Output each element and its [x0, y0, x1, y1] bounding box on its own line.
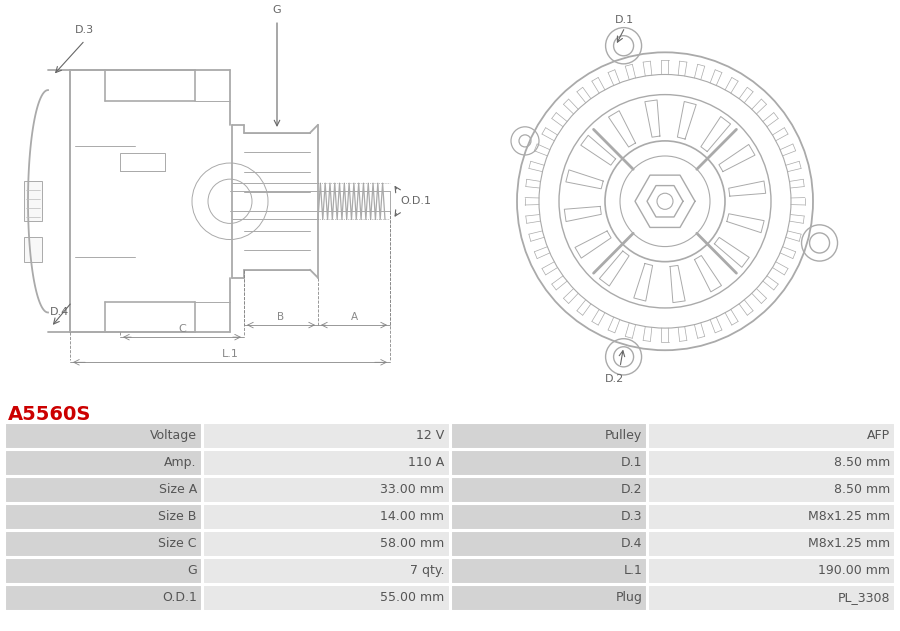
- Text: Amp.: Amp.: [165, 456, 197, 469]
- Bar: [5, 423, 202, 449]
- Bar: [451, 504, 647, 530]
- Bar: [648, 450, 895, 476]
- Bar: [5, 477, 202, 503]
- Text: A: A: [350, 312, 357, 322]
- Text: 8.50 mm: 8.50 mm: [833, 483, 890, 497]
- Text: D.2: D.2: [621, 483, 643, 497]
- Bar: [5, 585, 202, 611]
- Bar: [648, 477, 895, 503]
- Bar: [451, 558, 647, 584]
- Text: A5560S: A5560S: [8, 405, 92, 424]
- Text: 33.00 mm: 33.00 mm: [381, 483, 445, 497]
- Bar: [202, 423, 449, 449]
- Bar: [451, 477, 647, 503]
- Text: Plug: Plug: [616, 591, 643, 604]
- Text: G: G: [273, 5, 282, 15]
- Bar: [648, 558, 895, 584]
- Text: M8x1.25 mm: M8x1.25 mm: [808, 538, 890, 550]
- Text: 14.00 mm: 14.00 mm: [381, 510, 445, 524]
- Bar: [120, 153, 165, 171]
- Text: 12 V: 12 V: [416, 430, 445, 442]
- Bar: [202, 558, 449, 584]
- Text: 58.00 mm: 58.00 mm: [380, 538, 445, 550]
- Text: D.3: D.3: [621, 510, 643, 524]
- Text: Voltage: Voltage: [149, 430, 197, 442]
- Bar: [5, 531, 202, 557]
- Text: D.1: D.1: [621, 456, 643, 469]
- Text: C: C: [178, 324, 186, 334]
- Text: G: G: [187, 565, 197, 577]
- Bar: [24, 237, 42, 262]
- Text: D.1: D.1: [615, 15, 634, 25]
- Text: D.3: D.3: [75, 25, 94, 35]
- Text: Size B: Size B: [158, 510, 197, 524]
- Text: D.4: D.4: [621, 538, 643, 550]
- Bar: [648, 585, 895, 611]
- Bar: [648, 423, 895, 449]
- Bar: [451, 585, 647, 611]
- Text: B: B: [277, 312, 284, 322]
- Text: 7 qty.: 7 qty.: [410, 565, 445, 577]
- Text: Size A: Size A: [158, 483, 197, 497]
- Text: Pulley: Pulley: [605, 430, 643, 442]
- Bar: [202, 531, 449, 557]
- Bar: [648, 504, 895, 530]
- Bar: [451, 423, 647, 449]
- Bar: [202, 585, 449, 611]
- Bar: [648, 531, 895, 557]
- Bar: [202, 504, 449, 530]
- Text: M8x1.25 mm: M8x1.25 mm: [808, 510, 890, 524]
- Bar: [202, 450, 449, 476]
- Text: L.1: L.1: [624, 565, 643, 577]
- Bar: [5, 558, 202, 584]
- Text: 190.00 mm: 190.00 mm: [818, 565, 890, 577]
- Text: AFP: AFP: [867, 430, 890, 442]
- Text: D.2: D.2: [605, 374, 625, 384]
- Text: 8.50 mm: 8.50 mm: [833, 456, 890, 469]
- Bar: [451, 450, 647, 476]
- Bar: [451, 531, 647, 557]
- Bar: [202, 477, 449, 503]
- Text: O.D.1: O.D.1: [400, 196, 431, 206]
- Text: 110 A: 110 A: [409, 456, 445, 469]
- Bar: [5, 504, 202, 530]
- Text: O.D.1: O.D.1: [162, 591, 197, 604]
- Text: L.1: L.1: [221, 349, 239, 359]
- Bar: [24, 181, 42, 221]
- Bar: [5, 450, 202, 476]
- Text: D.4: D.4: [50, 307, 69, 317]
- Text: 55.00 mm: 55.00 mm: [380, 591, 445, 604]
- Text: PL_3308: PL_3308: [838, 591, 890, 604]
- Text: Size C: Size C: [158, 538, 197, 550]
